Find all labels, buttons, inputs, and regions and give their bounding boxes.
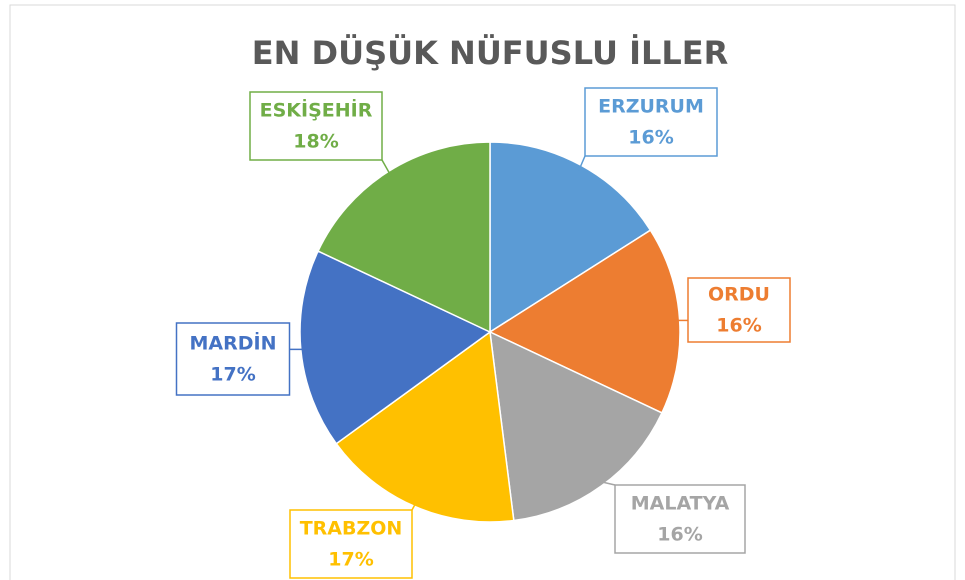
data-label-name: MARDİN — [190, 331, 277, 355]
callout-pointer — [381, 159, 392, 177]
callout-pointer — [598, 480, 616, 486]
callout-box — [249, 91, 383, 161]
data-label-name: TRABZON — [300, 518, 403, 540]
data-label-value: 16% — [657, 524, 702, 546]
data-label-name: ORDU — [708, 284, 770, 306]
data-label-name: MALATYA — [631, 493, 730, 515]
data-label-value: 16% — [628, 127, 673, 149]
callout-box — [584, 87, 718, 157]
callout-box — [687, 277, 791, 343]
data-label-value: 17% — [210, 364, 255, 386]
callout-box — [614, 484, 746, 554]
data-label-name: ESKİŞEHİR — [260, 98, 373, 122]
data-label-name: ERZURUM — [598, 96, 704, 118]
data-label-value: 17% — [328, 549, 373, 571]
chart-title: EN DÜŞÜK NÜFUSLU İLLER — [252, 34, 729, 72]
callout-box — [175, 322, 291, 396]
callout-box — [289, 509, 413, 579]
callout-pointer — [411, 500, 418, 511]
pie-slice — [489, 330, 663, 522]
data-label-value: 16% — [716, 315, 761, 337]
callout-pointer — [578, 155, 586, 171]
data-label-value: 18% — [293, 131, 338, 153]
